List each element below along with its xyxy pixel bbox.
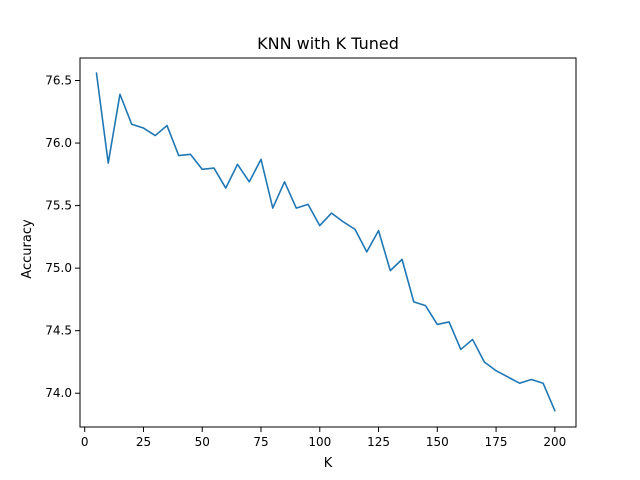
x-tick-label: 0 — [81, 435, 89, 449]
y-tick-label: 75.5 — [45, 199, 72, 213]
x-tick-label: 200 — [543, 435, 566, 449]
x-tick-label: 75 — [253, 435, 268, 449]
y-axis-label: Accuracy — [20, 219, 35, 279]
y-tick-label: 76.0 — [45, 136, 72, 150]
x-tick-label: 25 — [136, 435, 151, 449]
x-tick-label: 100 — [308, 435, 331, 449]
plot-area — [79, 57, 577, 428]
y-tick-label: 76.5 — [45, 74, 72, 88]
series-line — [95, 72, 556, 412]
plot-frame — [79, 57, 577, 428]
y-tick-label: 75.0 — [45, 261, 72, 275]
x-axis: 0 25 50 75 100 125 150 175 200 — [81, 427, 566, 449]
y-tick-label: 74.5 — [45, 324, 72, 338]
y-axis: 74.0 74.5 75.0 75.5 76.0 76.5 — [45, 74, 80, 400]
y-tick-label: 74.0 — [45, 386, 72, 400]
x-tick-label: 175 — [485, 435, 508, 449]
x-tick-label: 150 — [426, 435, 449, 449]
x-axis-label: K — [324, 456, 333, 471]
x-tick-label: 125 — [367, 435, 390, 449]
series-layer — [95, 72, 556, 412]
x-tick-label: 50 — [195, 435, 210, 449]
chart-title: KNN with K Tuned — [257, 34, 399, 53]
